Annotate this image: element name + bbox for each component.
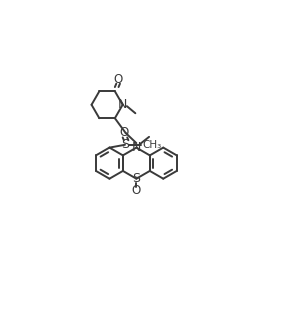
Text: N: N — [118, 98, 127, 111]
Text: O: O — [120, 126, 129, 140]
Text: S: S — [132, 172, 140, 185]
Text: CH₃: CH₃ — [143, 140, 162, 150]
Text: O: O — [132, 184, 141, 197]
Text: S: S — [121, 138, 129, 151]
Text: O: O — [113, 73, 122, 86]
Text: N: N — [132, 141, 141, 154]
